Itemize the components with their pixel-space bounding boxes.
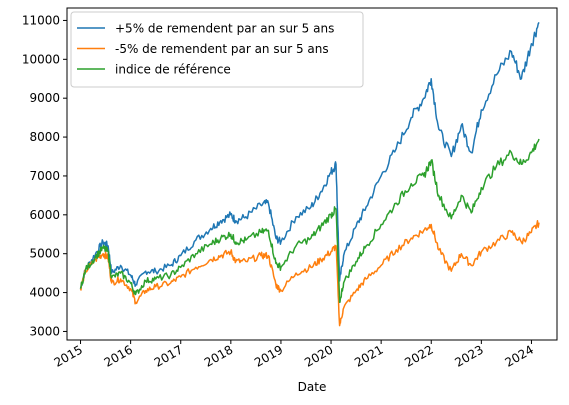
x-axis-title: Date <box>298 380 327 394</box>
legend-label-3: indice de référence <box>115 63 231 77</box>
y-tick-label: 6000 <box>29 208 60 222</box>
plot-frame <box>66 7 558 341</box>
x-tick-label: 2018 <box>202 342 235 369</box>
legend-box <box>70 11 364 88</box>
x-tick-label: 2023 <box>452 342 485 369</box>
x-tick-label: 2022 <box>402 342 435 369</box>
x-tick-label: 2021 <box>352 342 385 369</box>
y-axis: 3000 4000 5000 6000 7000 8000 9000 10000 11000 <box>22 13 67 338</box>
series-line-2 <box>79 220 540 327</box>
y-tick-label: 9000 <box>29 91 60 105</box>
y-tick-label: 11000 <box>22 13 60 27</box>
series-line-1 <box>79 22 540 289</box>
legend-label-1: +5% de remendent par an sur 5 ans <box>115 22 334 36</box>
series-line-3 <box>79 138 540 304</box>
y-tick-label: 7000 <box>29 169 60 183</box>
x-tick-label: 2019 <box>252 342 285 369</box>
x-axis: 2015 2016 2017 2018 2019 2020 2021 2022 2023 2024 <box>52 340 536 370</box>
y-tick-label: 10000 <box>22 52 60 66</box>
x-tick-label: 2017 <box>152 342 185 369</box>
plot-lines <box>79 22 540 327</box>
x-tick-label: 2020 <box>302 342 335 369</box>
legend-label-2: -5% de remendent par an sur 5 ans <box>115 42 329 56</box>
y-tick-label: 3000 <box>29 324 60 338</box>
y-tick-label: 4000 <box>29 286 60 300</box>
x-tick-label: 2015 <box>52 342 85 369</box>
x-tick-label: 2016 <box>102 342 135 369</box>
legend: +5% de remendent par an sur 5 ans -5% de … <box>70 11 364 88</box>
y-tick-label: 8000 <box>29 130 60 144</box>
y-tick-label: 5000 <box>29 247 60 261</box>
x-tick-label: 2024 <box>502 342 535 369</box>
